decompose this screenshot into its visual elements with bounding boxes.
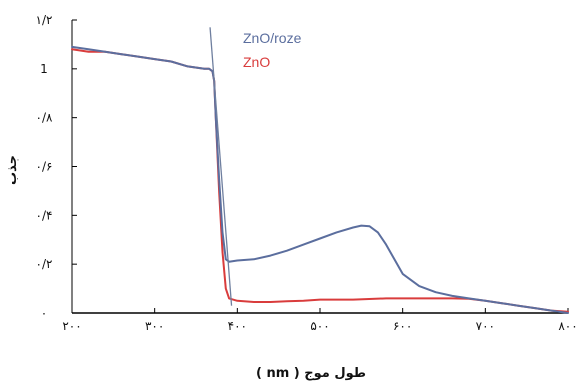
series-layer [71, 45, 569, 314]
x-ticks: ۲۰۰ ۳۰۰ ۴۰۰ ۵۰۰ ۶۰۰ ۷۰۰ ۸۰۰ [62, 308, 578, 333]
x-tick-label: ۴۰۰ [228, 319, 247, 333]
x-tick-label: ۷۰۰ [476, 319, 495, 333]
tangent-annotation-line [209, 27, 233, 306]
x-tick-label: ۶۰۰ [393, 319, 412, 333]
y-axis-title: جذب [5, 155, 20, 185]
x-tick-label: ۸۰۰ [558, 319, 577, 333]
series-line-zno [71, 48, 569, 313]
x-tick-label: ۳۰۰ [145, 319, 164, 333]
legend-entry-zno-roze: ZnO/roze [243, 30, 302, 46]
x-tick-label: ۵۰۰ [310, 319, 329, 333]
legend: ZnO/roze ZnO [243, 30, 302, 70]
axes [71, 20, 568, 314]
x-tick-label: ۲۰۰ [62, 319, 81, 333]
y-tick-label: 1 [40, 62, 48, 76]
y-tick-label: ۰ [41, 306, 47, 320]
y-tick-label: ۱/۲ [36, 13, 53, 27]
y-tick-label: ۰/۴ [36, 208, 53, 222]
series-line-zno-roze [71, 45, 569, 314]
y-tick-label: ۰/۶ [36, 160, 53, 174]
y-tick-label: ۰/۲ [36, 257, 53, 271]
y-tick-label: ۰/۸ [36, 111, 53, 125]
x-axis-title: طول موج ( nm ) [256, 366, 366, 381]
y-ticks: ۰ ۰/۲ ۰/۴ ۰/۶ ۰/۸ 1 ۱/۲ [36, 13, 77, 320]
legend-entry-zno: ZnO [243, 54, 270, 70]
